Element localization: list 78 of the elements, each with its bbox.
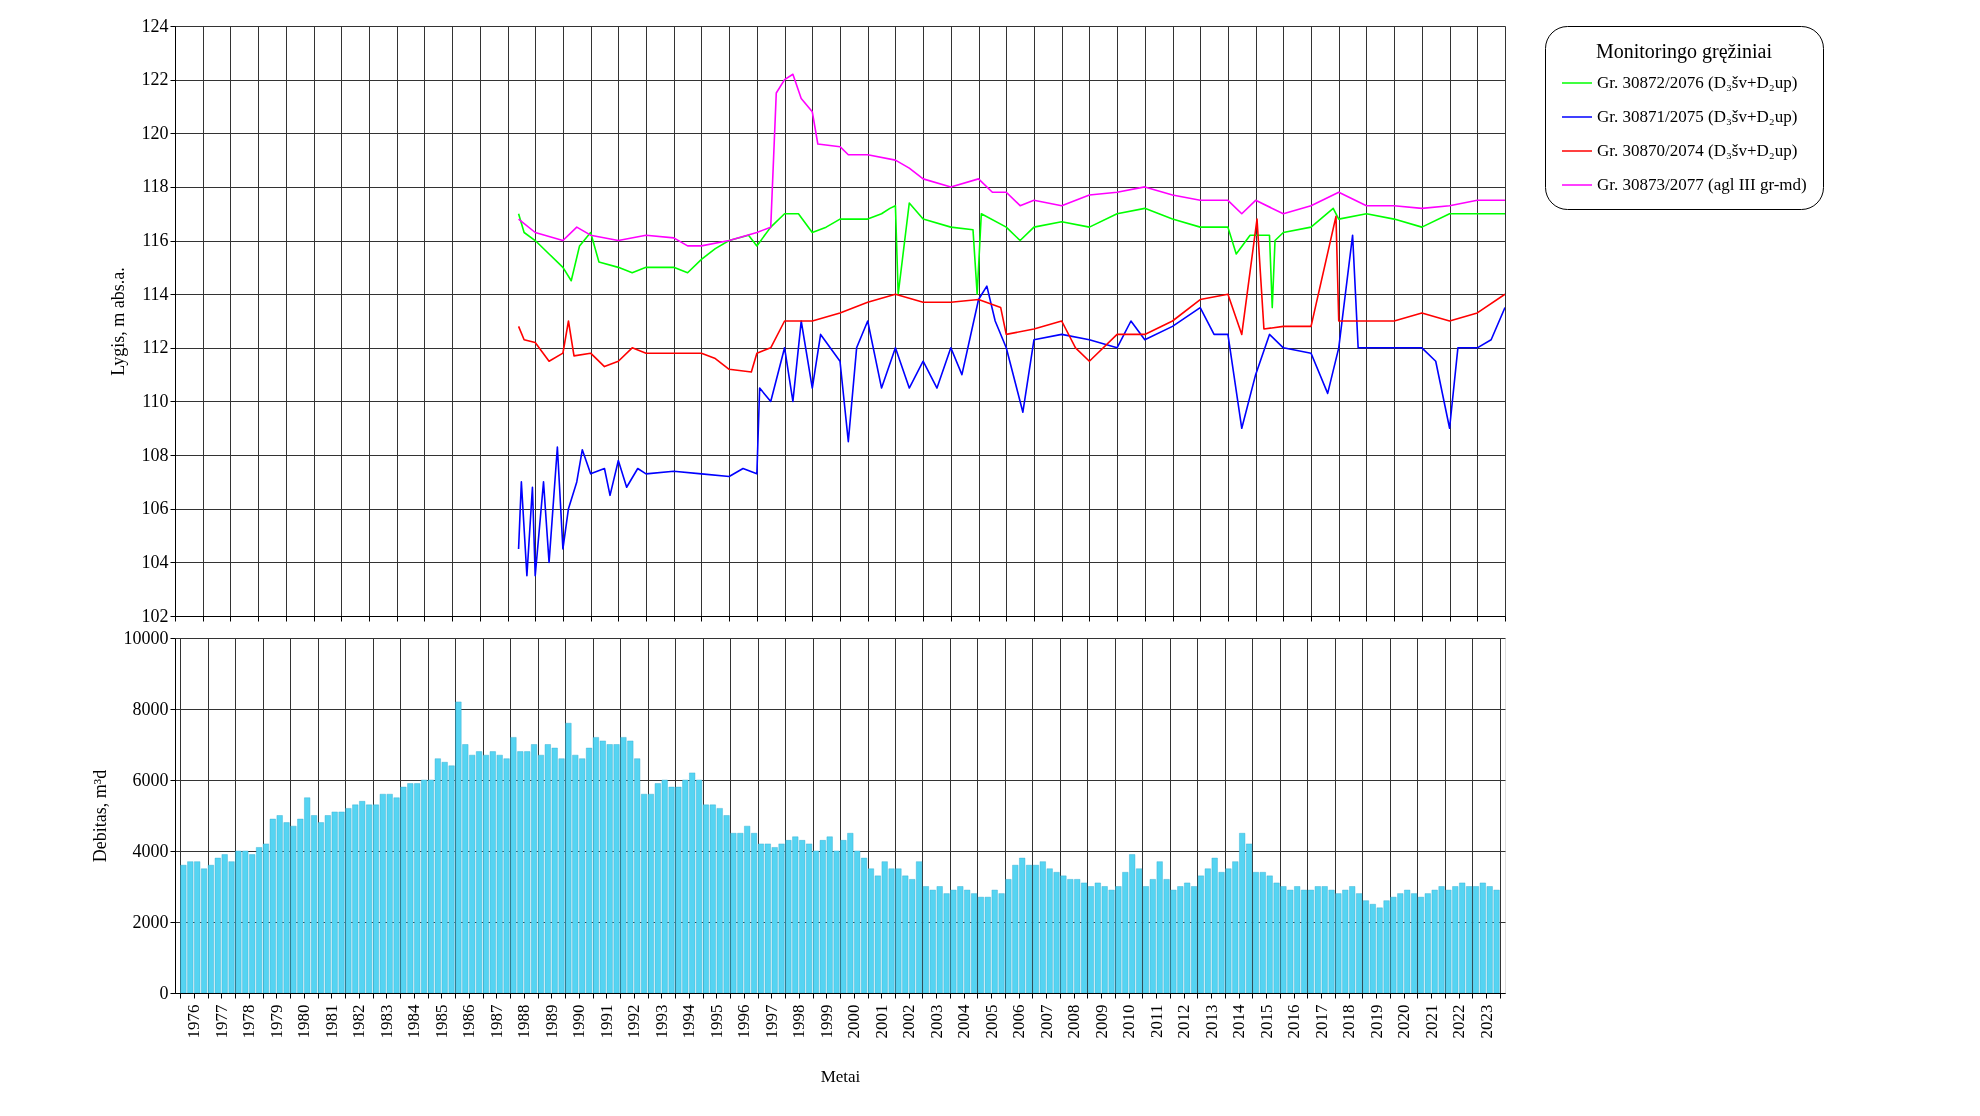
y-tick-label: 122 (141, 69, 169, 90)
x-tick-label: 1993 (651, 1004, 671, 1039)
x-tick-label: 1989 (541, 1004, 561, 1039)
y-tick-label: 102 (141, 605, 169, 626)
x-tick-label: 1990 (569, 1004, 589, 1039)
x-tick-label: 1995 (706, 1004, 726, 1039)
x-tick-label: 1986 (459, 1004, 479, 1039)
y-tick-label: 8000 (132, 698, 169, 719)
x-tick-label: 1999 (816, 1004, 836, 1039)
x-tick-label: 2011 (1146, 1004, 1166, 1038)
x-tick-label: 1980 (294, 1004, 314, 1039)
x-tick-label: 2015 (1256, 1004, 1276, 1039)
x-tick-label: 1998 (789, 1004, 809, 1039)
y-tick-label: 112 (142, 337, 169, 358)
x-tick-label: 1979 (266, 1004, 286, 1039)
x-tick-label: 2003 (926, 1004, 946, 1039)
x-tick-label: 2022 (1449, 1004, 1469, 1039)
x-tick-label: 1977 (211, 1004, 231, 1039)
x-tick-label: 1987 (486, 1004, 506, 1039)
y-axis-title: Debitas, m³d (89, 769, 110, 863)
x-tick-label: 1991 (596, 1004, 616, 1039)
x-tick-label: 1978 (239, 1004, 259, 1039)
x-tick-label: 2018 (1339, 1004, 1359, 1039)
y-tick-label: 4000 (132, 840, 169, 861)
legend-title: Monitoringo gręžiniai (1595, 40, 1773, 63)
y-tick-label: 124 (141, 15, 169, 36)
x-tick-label: 2008 (1064, 1004, 1084, 1039)
y-axis-title: Lygis, m abs.a. (107, 267, 128, 376)
x-tick-label: 1983 (376, 1004, 396, 1039)
x-tick-label: 2016 (1284, 1004, 1304, 1039)
x-tick-label: 1994 (679, 1004, 699, 1039)
x-tick-label: 1985 (431, 1004, 451, 1039)
x-tick-label: 1996 (734, 1004, 754, 1039)
line-series (517, 215, 1505, 373)
x-tick-label: 2009 (1091, 1004, 1111, 1039)
y-tick-label: 106 (141, 498, 169, 519)
legend-label: Gr. 30873/2077 (agl III gr-md) (1597, 175, 1807, 194)
x-tick-label: 2002 (899, 1004, 919, 1039)
y-tick-label: 104 (141, 551, 169, 572)
legend-label: Gr. 30870/2074 (D₃šv+D₂up) (1597, 141, 1798, 160)
x-tick-label: 2001 (871, 1004, 891, 1039)
x-tick-label: 2017 (1311, 1004, 1331, 1039)
legend-label: Gr. 30871/2075 (D₃šv+D₂up) (1597, 107, 1798, 126)
y-tick-label: 120 (141, 122, 169, 143)
x-tick-label: 2004 (954, 1004, 974, 1039)
x-tick-label: 1984 (404, 1004, 424, 1039)
x-tick-label: 2013 (1201, 1004, 1221, 1039)
y-tick-label: 110 (142, 390, 169, 411)
y-tick-label: 118 (142, 176, 169, 197)
y-tick-label: 2000 (132, 911, 169, 932)
y-tick-label: 6000 (132, 769, 169, 790)
legend-label: Gr. 30872/2076 (D₃šv+D₂up) (1597, 73, 1798, 92)
x-tick-label: 2010 (1119, 1004, 1139, 1039)
x-tick-label: 2006 (1009, 1004, 1029, 1039)
line-series (517, 202, 1505, 309)
x-tick-label: 2005 (981, 1004, 1001, 1039)
x-tick-label: 2023 (1476, 1004, 1496, 1039)
y-tick-label: 108 (141, 444, 169, 465)
x-tick-label: 2012 (1174, 1004, 1194, 1039)
y-tick-label: 0 (159, 982, 169, 1003)
x-tick-label: 1981 (321, 1004, 341, 1039)
y-tick-label: 10000 (123, 627, 169, 648)
y-tick-label: 116 (142, 230, 169, 251)
x-tick-label: 1982 (349, 1004, 369, 1039)
x-tick-label: 2019 (1366, 1004, 1386, 1039)
line-series (517, 73, 1505, 247)
x-tick-label: 1976 (184, 1004, 204, 1039)
x-tick-label: 2020 (1394, 1004, 1414, 1039)
x-tick-label: 2021 (1421, 1004, 1441, 1039)
x-tick-label: 1997 (761, 1004, 781, 1039)
x-axis-title: Metai (820, 1066, 861, 1086)
x-tick-label: 2007 (1036, 1004, 1056, 1039)
x-tick-label: 1988 (514, 1004, 534, 1039)
line-series (517, 234, 1505, 577)
x-tick-label: 2000 (844, 1004, 864, 1039)
x-tick-label: 2014 (1229, 1004, 1249, 1039)
x-tick-label: 1992 (624, 1004, 644, 1039)
y-tick-label: 114 (142, 283, 169, 304)
